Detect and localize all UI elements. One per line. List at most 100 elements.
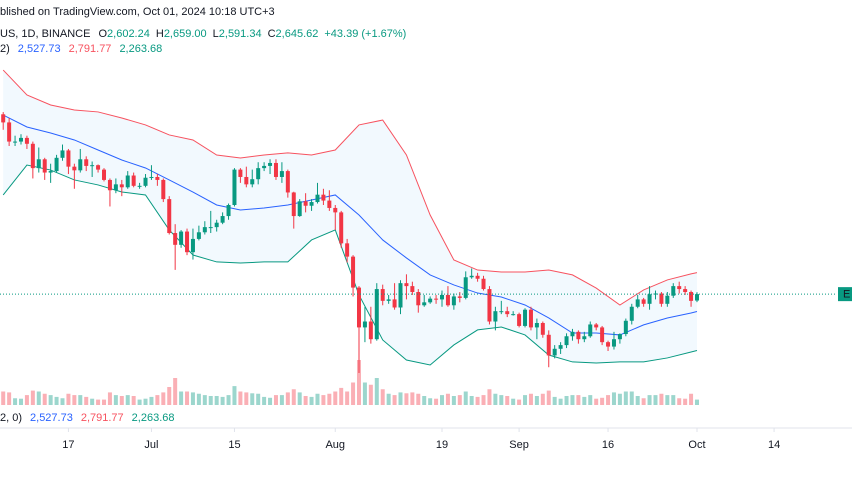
candle-body <box>190 238 195 253</box>
ohlc-key: H <box>156 28 164 40</box>
plot <box>0 69 836 405</box>
bb-value: 2,791.77 <box>81 412 124 424</box>
volume-bar <box>600 397 605 405</box>
band-line <box>2 114 698 336</box>
candle-body <box>511 314 516 316</box>
candle-body <box>18 137 23 142</box>
x-tick-label: 19 <box>436 439 448 451</box>
volume-bar <box>392 395 397 405</box>
candle-body <box>214 222 219 228</box>
volume-bar <box>185 391 190 405</box>
volume-bar <box>493 393 498 405</box>
volume-bar <box>167 387 172 405</box>
candle-body <box>7 122 12 142</box>
candle-body <box>611 339 616 347</box>
candle-body <box>576 331 581 340</box>
volume-bar <box>410 392 415 405</box>
volume-bar <box>552 396 557 405</box>
candle-body <box>588 324 593 337</box>
candle-body <box>268 162 273 166</box>
candle-body <box>279 171 284 177</box>
x-tick-label: Oct <box>688 439 705 451</box>
band-line <box>2 69 698 306</box>
candle-body <box>558 345 563 349</box>
candle-body <box>493 311 498 322</box>
candle-body <box>410 286 415 293</box>
candle-body <box>119 184 124 188</box>
volume-bar <box>558 398 563 405</box>
x-tick-label: 14 <box>768 439 780 451</box>
volume-bar <box>351 382 356 405</box>
volume-bar <box>285 392 290 405</box>
candle-body <box>78 159 83 171</box>
candle-body <box>440 294 445 300</box>
candle-body <box>345 243 350 257</box>
candle-body <box>499 311 504 313</box>
candle-body <box>398 283 403 308</box>
volume-bar <box>665 395 670 405</box>
volume-bar <box>582 396 587 405</box>
candle-body <box>469 275 474 278</box>
candle-body <box>173 233 178 245</box>
volume-bar <box>511 398 516 405</box>
candle-body <box>600 327 605 343</box>
volume-bar <box>78 395 83 405</box>
volume-bar <box>36 391 41 405</box>
candle-body <box>534 322 539 328</box>
bb-value: 2,791.77 <box>69 43 112 55</box>
ohlc-key: O <box>98 28 107 40</box>
bb-label: 2) <box>0 43 10 55</box>
published-note: blished on TradingView.com, Oct 01, 2024… <box>0 6 275 18</box>
volume-bar <box>291 389 296 405</box>
candle-body <box>137 185 142 187</box>
candle-body <box>683 289 688 293</box>
candle-body <box>143 177 148 186</box>
candle-body <box>404 283 409 287</box>
volume-bar <box>256 393 261 405</box>
candle-body <box>250 179 255 185</box>
candle-body <box>155 176 160 180</box>
candle-body <box>131 175 136 186</box>
candle-body <box>303 201 308 206</box>
candle-body <box>392 299 397 308</box>
volume-bar <box>546 390 551 405</box>
candle-body <box>60 150 65 158</box>
candle-body <box>694 294 699 301</box>
candle-body <box>232 169 237 205</box>
price-tag-label: E <box>843 289 850 301</box>
volume-bar <box>463 391 468 405</box>
candle-body <box>238 169 243 177</box>
candle-body <box>113 184 118 191</box>
volume-bar <box>422 396 427 405</box>
volume-bar <box>623 391 628 405</box>
candle-body <box>552 348 557 356</box>
candle-body <box>220 216 225 223</box>
bb-value: 2,263.68 <box>119 43 162 55</box>
candle-body <box>167 199 172 234</box>
candle-body <box>451 296 456 306</box>
candle-body <box>161 179 166 200</box>
volume-bar <box>576 395 581 405</box>
candle-body <box>36 159 41 169</box>
volume-bar <box>297 392 302 405</box>
volume-bar <box>333 391 338 405</box>
candle-body <box>629 306 634 321</box>
volume-bar <box>606 395 611 405</box>
volume-bar <box>13 398 18 405</box>
candle-body <box>362 321 367 328</box>
volume-bar <box>48 395 53 405</box>
volume-bar <box>220 396 225 405</box>
candle-body <box>297 201 302 217</box>
bb-value: 2,527.73 <box>18 43 61 55</box>
volume-bar <box>362 382 367 405</box>
candle-body <box>434 298 439 300</box>
volume-bar <box>202 395 207 405</box>
candle-body <box>102 169 107 180</box>
volume-bar <box>250 393 255 405</box>
volume-bar <box>24 395 29 405</box>
candle-body <box>528 309 533 328</box>
candle-body <box>623 320 628 335</box>
volume-bar <box>161 392 166 405</box>
volume-bar <box>125 395 130 405</box>
